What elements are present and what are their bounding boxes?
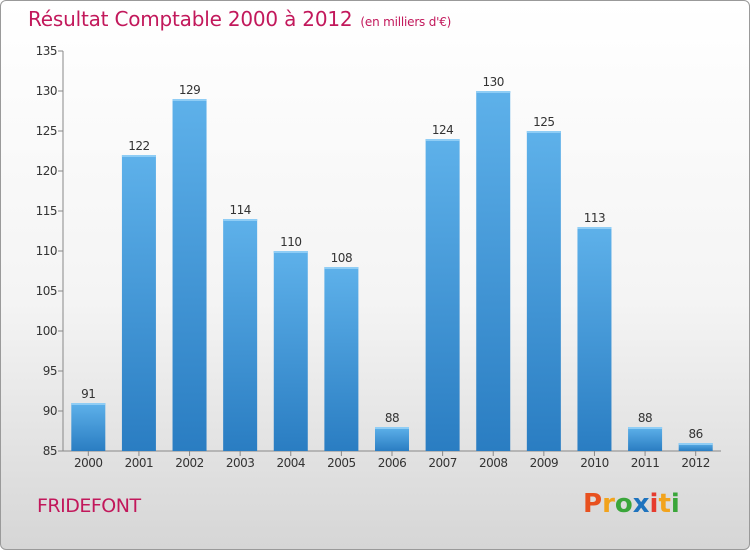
bar-value-label: 114 [229, 203, 250, 217]
bar-highlight [71, 403, 106, 405]
bar-value-label: 88 [385, 411, 399, 425]
bar-highlight [476, 91, 511, 93]
bar [71, 403, 106, 451]
bar [476, 91, 511, 451]
x-tick-label: 2011 [631, 456, 660, 470]
x-tick-label: 2000 [74, 456, 103, 470]
y-tick-label: 125 [36, 124, 57, 138]
bar-value-label: 125 [533, 115, 554, 129]
logo-letter: i [670, 489, 680, 519]
chart-title-text: Résultat Comptable 2000 à 2012 [28, 7, 353, 31]
bar [577, 227, 612, 451]
bar-value-label: 91 [81, 387, 95, 401]
x-tick-label: 2003 [226, 456, 255, 470]
x-tick-label: 2004 [276, 456, 305, 470]
bar [678, 443, 713, 451]
logo-letter: o [614, 489, 633, 519]
bar [172, 99, 207, 451]
proxiti-logo[interactable]: Proxiti [583, 489, 680, 519]
bar [628, 427, 663, 451]
y-tick-label: 90 [43, 404, 57, 418]
x-tick-label: 2001 [125, 456, 154, 470]
logo-letter: t [658, 489, 671, 519]
bar-value-label: 113 [584, 211, 605, 225]
bar-highlight [526, 131, 561, 133]
chart-title: Résultat Comptable 2000 à 2012 (en millie… [28, 7, 451, 31]
logo-letter: P [583, 489, 603, 519]
bar-value-label: 122 [128, 139, 149, 153]
bar-highlight [273, 251, 308, 253]
bar-highlight [375, 427, 409, 429]
x-tick-label: 2005 [327, 456, 356, 470]
y-tick-label: 115 [36, 204, 57, 218]
bar-highlight [577, 227, 612, 229]
bar-highlight [223, 219, 258, 221]
axes: 85 90 95 100 105 110 115 120 125 130 135 2000 2001 20… [36, 44, 721, 470]
x-tick-label: 2008 [479, 456, 508, 470]
x-tick-label: 2009 [530, 456, 559, 470]
x-tick-label: 2012 [681, 456, 710, 470]
bar [121, 155, 156, 451]
y-tick-label: 135 [36, 44, 57, 58]
y-tick-label: 85 [43, 444, 57, 458]
bar-highlight [324, 267, 359, 269]
bar-highlight [678, 443, 713, 445]
bar-highlight [425, 139, 460, 141]
y-tick-label: 120 [36, 164, 57, 178]
logo-letter: x [632, 489, 650, 519]
bar [223, 219, 258, 451]
bar-value-label: 124 [432, 123, 453, 137]
x-tick-label: 2010 [580, 456, 609, 470]
bar [324, 267, 359, 451]
y-tick-label: 130 [36, 84, 57, 98]
y-tick-label: 100 [36, 324, 57, 338]
bar-value-label: 110 [280, 235, 301, 249]
bar [375, 427, 409, 451]
bar-value-label: 88 [638, 411, 652, 425]
x-tick-label: 2007 [428, 456, 457, 470]
logo-letter: i [649, 489, 659, 519]
y-tick-label: 110 [36, 244, 57, 258]
bar-highlight [172, 99, 207, 101]
logo-letter: r [602, 489, 615, 519]
bar [425, 139, 460, 451]
bar-value-label: 129 [179, 83, 200, 97]
bar-highlight [628, 427, 663, 429]
bar [273, 251, 308, 451]
y-tick-label: 95 [43, 364, 57, 378]
y-tick-label: 105 [36, 284, 57, 298]
place-name: FRIDEFONT [37, 495, 141, 517]
bar-value-label: 86 [689, 427, 703, 441]
x-tick-label: 2002 [175, 456, 204, 470]
bars: 91 122 129 114 110 108 88 124 130 125 113 88 86 [71, 75, 713, 451]
bar-highlight [121, 155, 156, 157]
x-tick-label: 2006 [378, 456, 407, 470]
chart-subtitle: (en milliers d'€) [360, 15, 452, 29]
bar-value-label: 130 [483, 75, 504, 89]
bar-value-label: 108 [331, 251, 352, 265]
bar [526, 131, 561, 451]
